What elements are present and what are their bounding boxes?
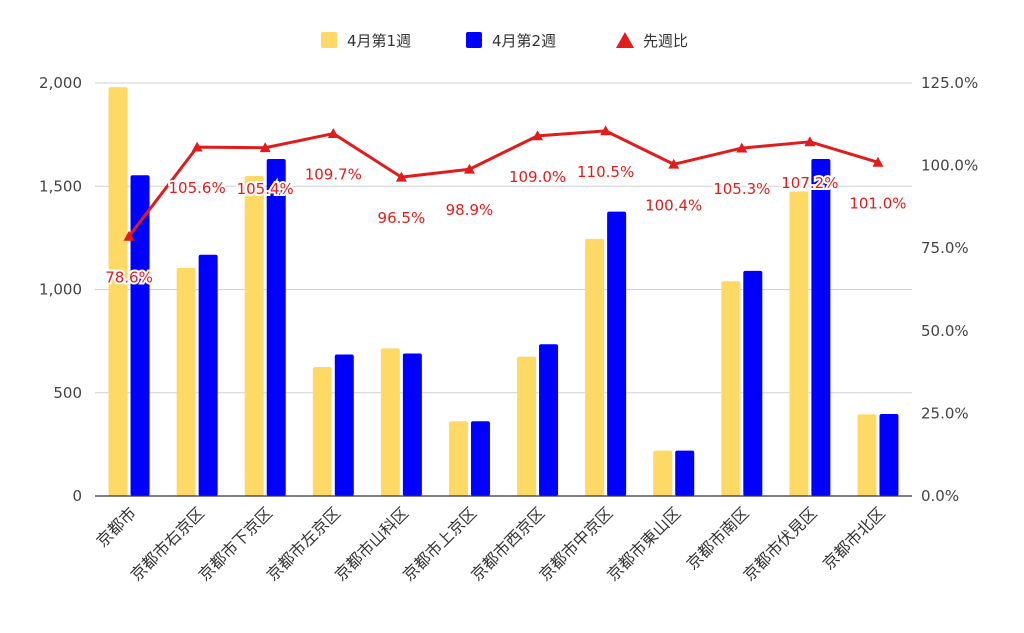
y-right-tick-label: 25.0% <box>921 404 969 422</box>
bar-week2 <box>470 421 490 496</box>
legend-label-week1: 4月第1週 <box>347 32 411 50</box>
bar-week1 <box>585 238 605 496</box>
data-labels: 78.6% 105.6% 105.4% 109.7% 96.5% 98.9% 109.0% 1… <box>103 161 908 288</box>
y-left-tick-label: 1,500 <box>39 177 82 195</box>
left-axis: 0 500 1,000 1,500 2,000 <box>39 74 82 505</box>
bar-week2 <box>607 211 627 496</box>
ratio-marker <box>123 230 135 241</box>
ratio-marker <box>191 141 203 152</box>
bar-week1 <box>176 267 196 496</box>
bar-week1 <box>244 175 264 497</box>
bar-week2 <box>811 158 831 496</box>
legend: 4月第1週 4月第2週 先週比 <box>321 32 688 50</box>
ratio-data-label: 105.6% <box>169 179 226 197</box>
category-label: 京都市伏見区 <box>739 503 820 584</box>
category-labels: 京都市京都市右京区京都市下京区京都市左京区京都市山科区京都市上京区京都市西京区京… <box>92 503 888 584</box>
bar-week2 <box>743 270 763 496</box>
ratio-marker <box>259 142 271 153</box>
y-right-tick-label: 75.0% <box>921 239 969 257</box>
bar-week2 <box>266 158 286 496</box>
y-left-tick-label: 0 <box>72 487 82 505</box>
bars <box>108 87 899 497</box>
ratio-marker <box>600 125 612 136</box>
bar-week2 <box>198 254 218 496</box>
ratio-marker <box>668 158 680 169</box>
y-right-tick-label: 100.0% <box>921 157 978 175</box>
ratio-line-path <box>127 129 879 238</box>
ratio-data-label: 110.5% <box>577 163 634 181</box>
bar-week1 <box>857 414 877 496</box>
ratio-data-label: 100.4% <box>645 196 702 214</box>
ratio-marker <box>532 130 544 141</box>
category-label: 京都市北区 <box>819 503 889 573</box>
ratio-marker <box>327 128 339 138</box>
bar-week2 <box>879 414 899 496</box>
bar-week1 <box>653 450 673 496</box>
y-right-tick-label: 50.0% <box>921 322 969 340</box>
ratio-data-label: 96.5% <box>378 209 426 227</box>
ratio-data-label: 109.7% <box>305 166 362 184</box>
ratio-data-label: 105.3% <box>713 180 770 198</box>
legend-label-ratio: 先週比 <box>643 32 688 50</box>
y-left-tick-label: 500 <box>53 384 82 402</box>
bar-week1 <box>312 366 332 496</box>
bar-week1 <box>108 87 128 496</box>
bar-week2 <box>539 344 559 496</box>
bar-week2 <box>402 353 422 496</box>
bar-week2 <box>130 175 150 497</box>
category-label: 京都市南区 <box>683 503 753 573</box>
ratio-marker <box>736 142 748 153</box>
bar-week1 <box>721 281 741 496</box>
bar-week2 <box>334 354 354 496</box>
y-left-tick-label: 2,000 <box>39 74 82 92</box>
ratio-data-label: 107.2% <box>781 174 838 192</box>
y-left-tick-label: 1,000 <box>39 281 82 299</box>
ratio-data-label: 101.0% <box>849 194 906 212</box>
bar-week2 <box>675 450 695 496</box>
ratio-marker <box>804 136 816 147</box>
ratio-data-label: 109.0% <box>509 168 566 186</box>
y-right-tick-label: 125.0% <box>921 74 978 92</box>
legend-marker-ratio <box>616 32 634 48</box>
ratio-line <box>123 125 884 241</box>
bar-week1 <box>517 356 537 496</box>
legend-swatch-week1 <box>321 32 337 48</box>
gridlines <box>95 82 912 394</box>
ratio-marker <box>463 163 475 174</box>
legend-swatch-week2 <box>466 32 482 48</box>
ratio-marker <box>872 156 884 167</box>
category-label: 京都市東山区 <box>603 503 684 584</box>
bar-week1 <box>448 421 468 496</box>
ratio-data-label: 105.4% <box>237 180 294 198</box>
right-axis: 0.0% 25.0% 50.0% 75.0% 100.0% 125.0% <box>921 74 978 505</box>
ratio-data-label: 98.9% <box>446 201 494 219</box>
ratio-marker <box>395 171 407 182</box>
y-right-tick-label: 0.0% <box>921 487 959 505</box>
ratio-data-label: 78.6% <box>105 268 153 286</box>
bar-week1 <box>789 191 809 496</box>
category-label: 京都市 <box>92 503 139 550</box>
bar-week1 <box>380 348 400 496</box>
legend-label-week2: 4月第2週 <box>492 32 556 50</box>
